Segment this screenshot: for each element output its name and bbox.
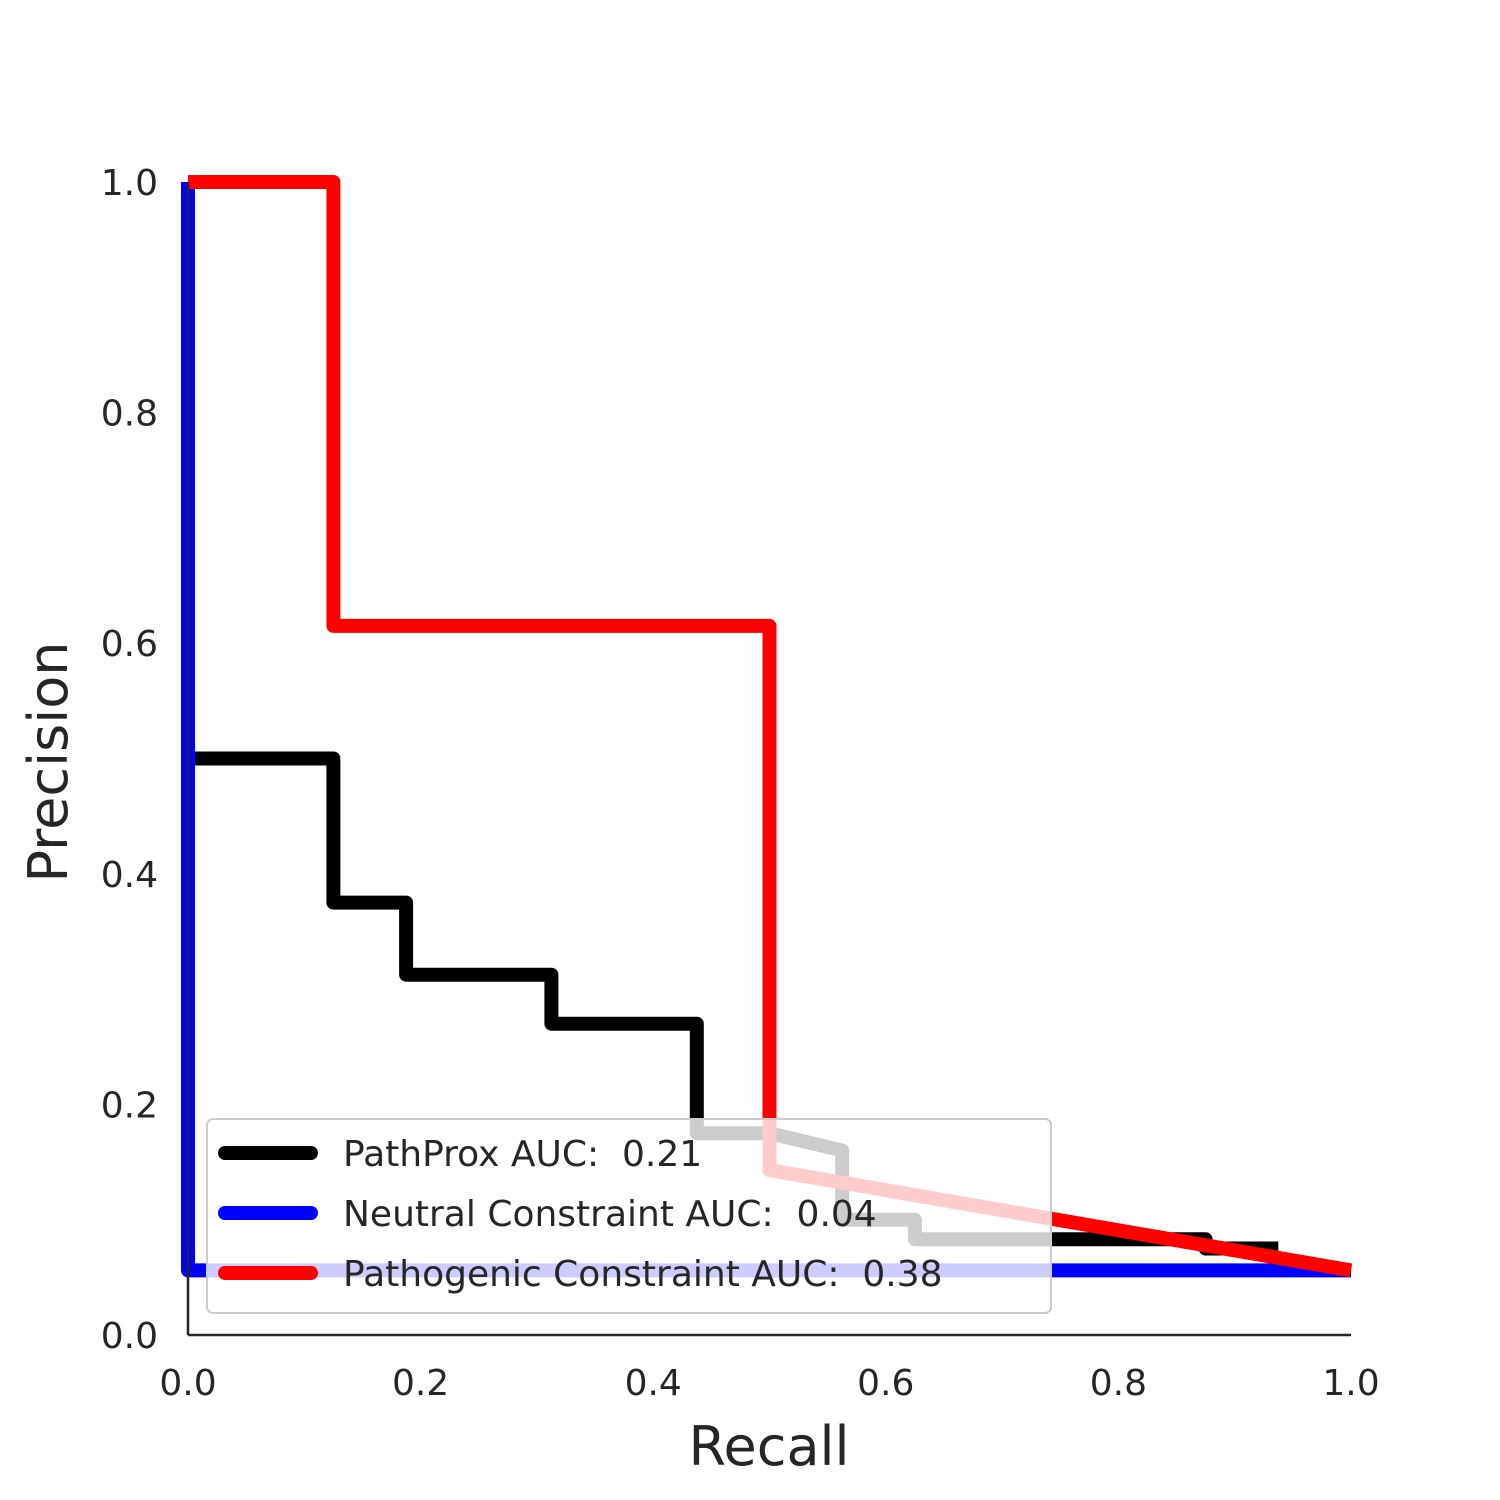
y-tick-label: 0.0	[101, 1316, 158, 1357]
legend-label-2: Pathogenic Constraint AUC: 0.38	[343, 1254, 943, 1295]
y-tick-label: 0.4	[101, 855, 158, 896]
series-lines	[181, 175, 1353, 1278]
x-axis-label: Recall	[688, 1415, 849, 1478]
y-tick-label: 0.6	[101, 624, 158, 665]
x-tick-label: 0.6	[857, 1363, 914, 1404]
legend-label-0: PathProx AUC: 0.21	[343, 1134, 702, 1175]
x-tick-label: 0.2	[392, 1363, 449, 1404]
y-tick-label: 1.0	[101, 163, 158, 204]
axes	[186, 182, 1351, 1337]
x-tick-label: 0.0	[159, 1363, 216, 1404]
y-axis-label: Precision	[17, 642, 80, 883]
x-tick-label: 0.8	[1090, 1363, 1147, 1404]
legend-frame	[206, 1118, 1052, 1314]
y-tick-label: 0.2	[101, 1085, 158, 1126]
legend-label-1: Neutral Constraint AUC: 0.04	[343, 1194, 877, 1235]
legend: PathProx AUC: 0.21 Neutral Constraint AUC…	[206, 1118, 1052, 1314]
tick-labels: 0.0 0.2 0.4 0.6 0.8 1.0 0.0 0.2 0.4 0.6 0.8 1.0	[101, 163, 1380, 1404]
x-tick-label: 1.0	[1322, 1363, 1379, 1404]
series-line-2	[188, 175, 1353, 1278]
y-tick-label: 0.8	[101, 394, 158, 435]
x-tick-label: 0.4	[625, 1363, 682, 1404]
